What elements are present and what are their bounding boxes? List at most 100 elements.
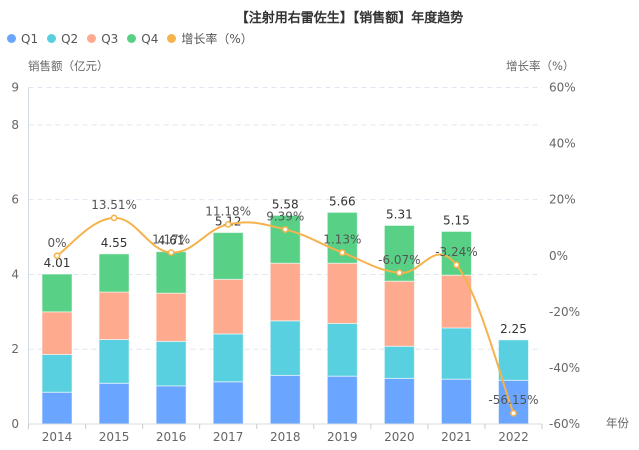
bar-q1-2015 (98, 382, 130, 425)
growth-rate-label: -56.15% (488, 393, 538, 407)
bar-total-label: 4.55 (101, 236, 128, 250)
legend-label-q1: Q1 (21, 31, 39, 46)
bar-q3-2015 (98, 291, 130, 341)
y-tick-label-right: 60% (549, 81, 576, 95)
growth-rate-label: 1.17% (152, 232, 190, 246)
growth-rate-label: -3.24% (435, 245, 477, 259)
bar-q1-2022 (497, 379, 529, 425)
growth-rate-point-2022 (510, 409, 517, 417)
y-tick-label-right: -20% (549, 305, 580, 319)
x-axis-name: 年份 (606, 416, 629, 430)
legend-item-q4[interactable]: Q4 (127, 32, 158, 46)
bar-q2-2018 (269, 320, 301, 376)
bar-q2-2016 (155, 340, 187, 387)
growth-rate-point-2020 (395, 269, 403, 277)
bar-q2-2017 (212, 333, 244, 383)
bar-q1-2014 (41, 391, 73, 425)
bar-q1-2018 (269, 374, 301, 425)
legend: Q1 Q2 Q3 Q4 增长率（%） (7, 30, 262, 47)
bar-total-label: 5.66 (329, 194, 356, 208)
bar-total-label: 2.25 (500, 322, 527, 336)
growth-rate-label: 11.18% (205, 204, 251, 218)
bar-q3-2019 (326, 262, 358, 324)
legend-label-growth: 增长率（%） (181, 32, 253, 46)
legend-label-q2: Q2 (61, 31, 79, 46)
legend-label-q4: Q4 (141, 31, 159, 46)
growth-rate-label: 1.13% (323, 233, 361, 247)
growth-rate-label: 9.39% (266, 209, 304, 223)
bar-q1-2020 (383, 377, 415, 425)
legend-item-q2[interactable]: Q2 (47, 32, 78, 46)
y-tick-label-right: 40% (549, 137, 576, 151)
x-tick-label: 2022 (498, 430, 529, 444)
growth-rate-label: 0% (48, 236, 67, 250)
y-tick-label-right: -60% (549, 417, 580, 431)
y-axis-right-name: 增长率（%） (506, 59, 575, 73)
bar-total-label: 4.61 (158, 234, 185, 248)
growth-rate-label: -6.07% (378, 253, 420, 267)
x-tick-label: 2014 (42, 430, 73, 444)
bar-q1-2021 (440, 378, 472, 425)
legend-marker-q3 (87, 34, 97, 43)
bar-q2-2020 (383, 345, 415, 379)
bar-q4-2014 (41, 273, 73, 313)
legend-marker-q1 (7, 34, 16, 43)
bar-q1-2019 (326, 375, 358, 425)
bar-q2-2015 (98, 339, 130, 384)
bar-q3-2018 (269, 262, 301, 322)
y-tick-label-left: 4 (11, 267, 19, 281)
bar-q4-2017 (212, 232, 244, 280)
y-tick-label-left: 0 (11, 417, 19, 431)
bar-total-label: 5.31 (386, 207, 413, 221)
x-tick-label: 2016 (156, 430, 187, 444)
legend-marker-q2 (47, 34, 57, 43)
legend-label-q3: Q3 (101, 31, 119, 46)
bar-q3-2014 (41, 311, 73, 355)
bar-total-label: 4.01 (44, 256, 71, 270)
y-tick-label-right: 20% (549, 193, 576, 207)
bar-q2-2019 (326, 322, 358, 377)
x-tick-label: 2015 (99, 430, 130, 444)
legend-item-q3[interactable]: Q3 (87, 32, 118, 46)
legend-item-growth[interactable]: 增长率（%） (167, 30, 253, 47)
bar-q4-2015 (98, 253, 130, 293)
growth-rate-point-2019 (338, 249, 346, 256)
growth-rate-point-2015 (110, 214, 118, 222)
bar-q1-2017 (212, 381, 244, 425)
bar-q3-2017 (212, 278, 244, 335)
growth-rate-point-2018 (281, 226, 289, 233)
legend-item-q1[interactable]: Q1 (7, 32, 38, 46)
y-tick-label-left: 9 (11, 81, 19, 95)
growth-rate-label: 13.51% (91, 198, 137, 212)
x-tick-label: 2017 (213, 430, 244, 444)
growth-rate-point-2016 (167, 249, 175, 256)
legend-marker-q4 (127, 34, 137, 43)
x-tick-label: 2018 (270, 430, 301, 444)
legend-marker-growth (167, 34, 177, 43)
y-tick-label-left: 2 (11, 342, 19, 356)
bar-q4-2018 (269, 214, 301, 264)
bar-q3-2021 (440, 274, 472, 329)
y-tick-label-right: -40% (549, 361, 580, 375)
y-tick-label-left: 6 (11, 193, 19, 207)
bar-q1-2016 (155, 385, 187, 425)
y-axis-left-name: 销售额（亿元） (28, 59, 109, 73)
growth-rate-point-2017 (224, 220, 232, 228)
x-tick-label: 2019 (327, 430, 358, 444)
chart-title: 【注射用右雷佐生】【销售额】年度趋势 (235, 11, 464, 26)
bar-total-label: 5.58 (272, 197, 299, 211)
bar-q4-2016 (155, 251, 187, 294)
bar-total-label: 5.15 (443, 213, 470, 227)
x-tick-label: 2020 (384, 430, 415, 444)
growth-rate-point-2014 (53, 252, 61, 260)
y-tick-label-right: 0% (549, 249, 568, 263)
growth-rate-point-2021 (453, 261, 460, 269)
y-tick-label-left: 8 (11, 118, 19, 132)
bar-q2-2022 (497, 339, 529, 381)
bar-q3-2020 (383, 280, 415, 347)
x-tick-label: 2021 (441, 430, 472, 444)
bar-q3-2016 (155, 292, 187, 342)
bar-q2-2014 (41, 353, 73, 393)
